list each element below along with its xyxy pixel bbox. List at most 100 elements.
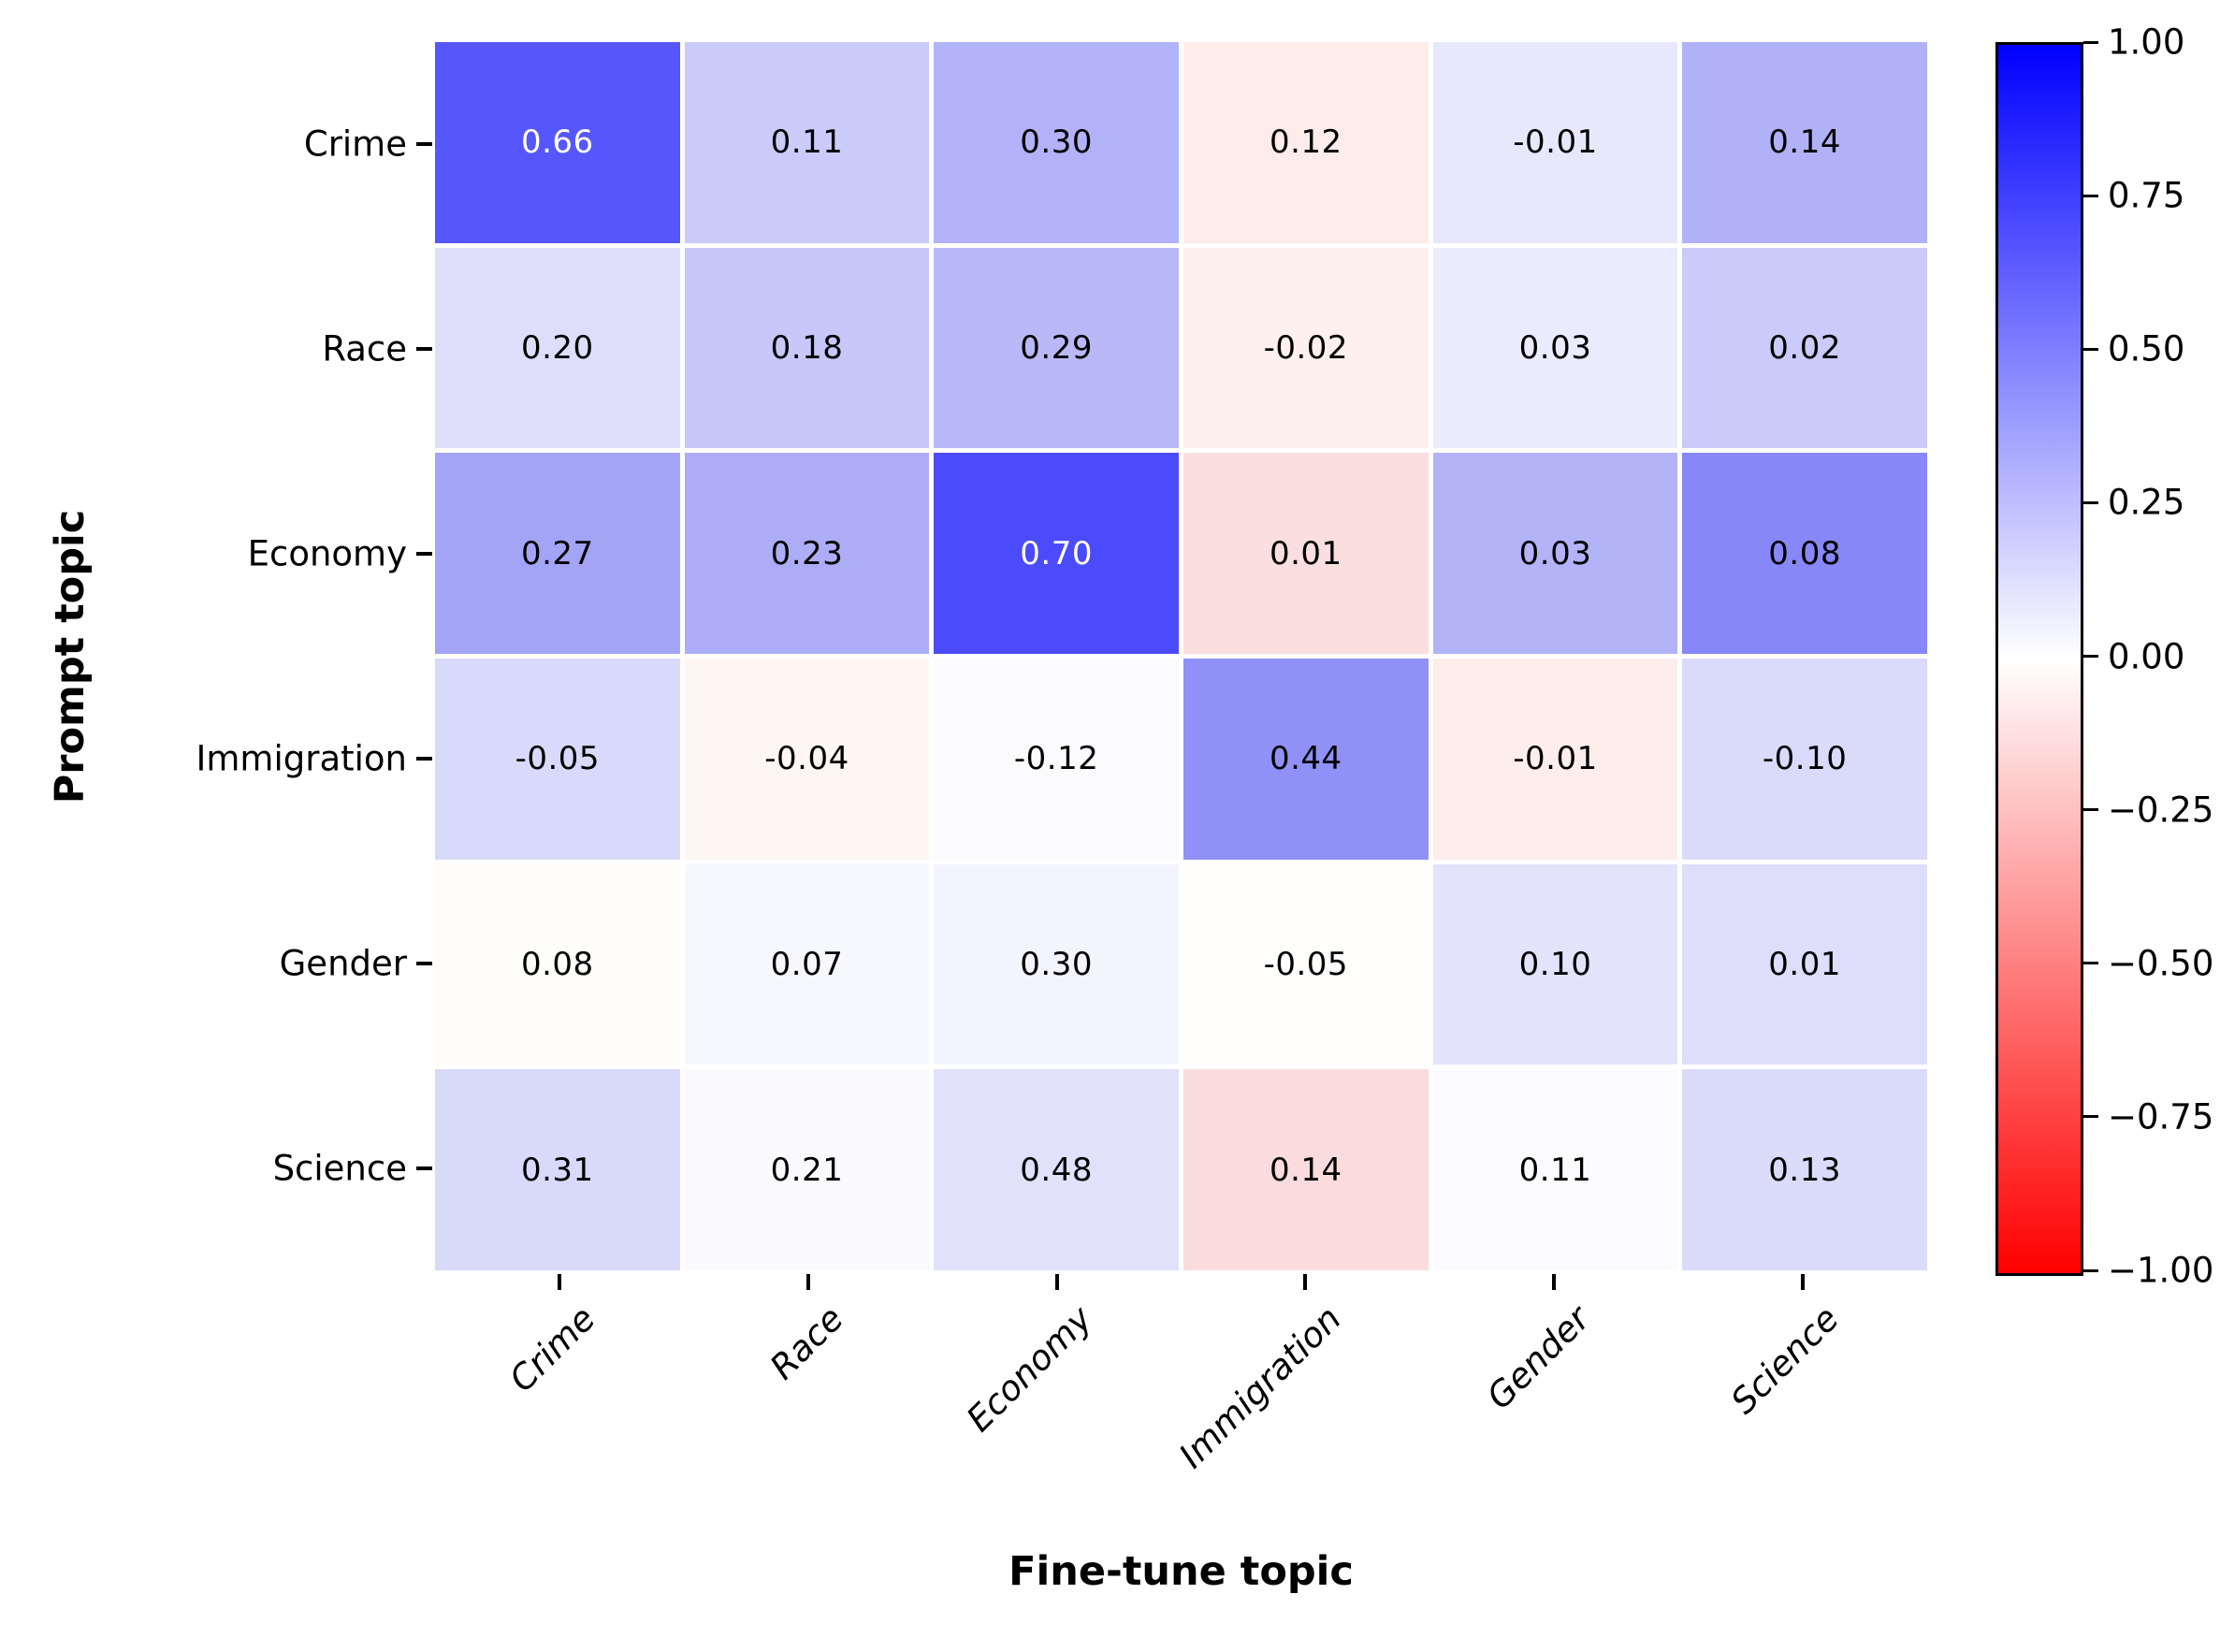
heatmap-cell: 0.18 — [684, 247, 930, 449]
heatmap-cell: 0.11 — [1432, 1069, 1678, 1270]
cell-value: 0.11 — [1518, 1151, 1592, 1189]
colorbar-tick — [2083, 962, 2098, 965]
cell-value: 0.10 — [1518, 945, 1592, 983]
heatmap-cell: -0.04 — [684, 659, 930, 860]
heatmap-cell: 0.29 — [934, 247, 1179, 449]
heatmap-cell: 0.20 — [435, 247, 680, 449]
heatmap-cell: 0.31 — [435, 1069, 680, 1270]
heatmap-cell: 0.70 — [934, 453, 1179, 654]
x-axis-title: Fine-tune topic — [1008, 1548, 1354, 1595]
cell-value: -0.12 — [1013, 740, 1099, 778]
colorbar-tick-label: −0.75 — [2108, 1096, 2214, 1138]
x-tick — [1054, 1274, 1059, 1290]
heatmap-cell: 0.27 — [435, 453, 680, 654]
colorbar-tick — [2083, 1115, 2098, 1119]
y-tick — [416, 1166, 432, 1170]
cell-value: 0.66 — [520, 123, 594, 162]
cell-value: -0.05 — [515, 740, 601, 778]
cell-value: 0.01 — [1269, 534, 1342, 572]
x-tick-label: Science — [1722, 1298, 1847, 1422]
colorbar-tick-label: 0.50 — [2108, 328, 2185, 370]
cell-value: 0.23 — [770, 534, 844, 572]
heatmap-cell: 0.13 — [1682, 1069, 1927, 1270]
y-tick — [416, 347, 432, 352]
x-tick — [1801, 1274, 1806, 1290]
colorbar-tick-label: 0.00 — [2108, 636, 2185, 676]
y-tick-label: Science — [272, 1148, 407, 1189]
colorbar-tick-label: −0.25 — [2108, 790, 2214, 831]
y-tick — [416, 961, 432, 965]
cell-value: 0.08 — [1768, 534, 1841, 572]
heatmap-cell: 0.01 — [1682, 863, 1927, 1065]
cell-value: -0.02 — [1263, 328, 1349, 367]
heatmap-cell: -0.01 — [1432, 659, 1678, 860]
heatmap-cell: 0.08 — [1682, 453, 1927, 654]
cell-value: 0.03 — [1518, 534, 1592, 572]
heatmap-cell: 0.23 — [684, 453, 930, 654]
x-tick — [1552, 1274, 1557, 1290]
cell-value: 0.20 — [520, 328, 594, 367]
cell-value: -0.04 — [764, 740, 849, 778]
colorbar-tick — [2083, 1268, 2098, 1272]
y-tick-label: Crime — [303, 123, 407, 165]
cell-value: 0.30 — [1020, 945, 1093, 983]
heatmap-grid: 0.66 0.11 0.30 0.12 -0.01 0.14 0.20 0.18 0.29 -0.… — [435, 42, 1927, 1270]
cell-value: -0.05 — [1263, 945, 1349, 983]
cell-value: 0.27 — [520, 534, 594, 572]
colorbar-tick — [2083, 500, 2098, 504]
cell-value: 0.70 — [1020, 534, 1093, 572]
heatmap-cell: -0.05 — [1183, 863, 1429, 1065]
heatmap-cell: 0.30 — [934, 42, 1179, 243]
x-tick-label: Race — [762, 1298, 852, 1388]
cell-value: 0.03 — [1518, 328, 1592, 367]
heatmap-cell: 0.10 — [1432, 863, 1678, 1065]
heatmap-cell: 0.14 — [1183, 1069, 1429, 1270]
y-tick-label: Immigration — [196, 738, 407, 779]
heatmap-cell: 0.11 — [684, 42, 930, 243]
heatmap-cell: 0.14 — [1682, 42, 1927, 243]
x-tick-label: Economy — [959, 1298, 1100, 1440]
colorbar-tick — [2083, 655, 2098, 658]
heatmap-cell: -0.01 — [1432, 42, 1678, 243]
heatmap-cell: 0.44 — [1183, 659, 1429, 860]
cell-value: 0.18 — [770, 328, 844, 367]
x-tick — [1303, 1274, 1308, 1290]
cell-value: -0.01 — [1513, 740, 1598, 778]
colorbar-tick-label: 0.75 — [2108, 175, 2185, 216]
cell-value: 0.07 — [770, 945, 844, 983]
colorbar — [1995, 42, 2083, 1276]
heatmap-cell: -0.10 — [1682, 659, 1927, 860]
y-tick — [416, 552, 432, 557]
y-tick — [416, 142, 432, 147]
heatmap-cell: 0.48 — [934, 1069, 1179, 1270]
cell-value: -0.01 — [1513, 123, 1598, 162]
cell-value: 0.13 — [1768, 1151, 1841, 1189]
x-tick — [557, 1274, 561, 1290]
heatmap-cell: 0.01 — [1183, 453, 1429, 654]
colorbar-tick — [2083, 347, 2098, 351]
y-tick — [416, 756, 432, 761]
x-tick-label: Gender — [1478, 1298, 1598, 1417]
y-tick-label: Race — [322, 328, 407, 370]
cell-value: 0.08 — [520, 945, 594, 983]
cell-value: 0.14 — [1768, 123, 1841, 162]
heatmap-cell: 0.07 — [684, 863, 930, 1065]
cell-value: 0.30 — [1020, 123, 1093, 162]
cell-value: 0.21 — [770, 1151, 844, 1189]
heatmap-cell: 0.12 — [1183, 42, 1429, 243]
x-tick-label: Crime — [501, 1298, 603, 1400]
y-tick-label: Gender — [279, 943, 407, 984]
cell-value: 0.12 — [1269, 123, 1342, 162]
colorbar-tick — [2083, 194, 2098, 197]
heatmap-cell: -0.02 — [1183, 247, 1429, 449]
x-tick — [805, 1274, 810, 1290]
heatmap-cell: -0.12 — [934, 659, 1179, 860]
colorbar-tick-label: 0.25 — [2108, 482, 2185, 523]
cell-value: 0.29 — [1020, 328, 1093, 367]
cell-value: 0.48 — [1020, 1151, 1093, 1189]
colorbar-tick-label: 1.00 — [2108, 22, 2185, 63]
colorbar-tick — [2083, 808, 2098, 812]
y-axis-title: Prompt topic — [47, 509, 94, 804]
cell-value: 0.11 — [770, 123, 844, 162]
